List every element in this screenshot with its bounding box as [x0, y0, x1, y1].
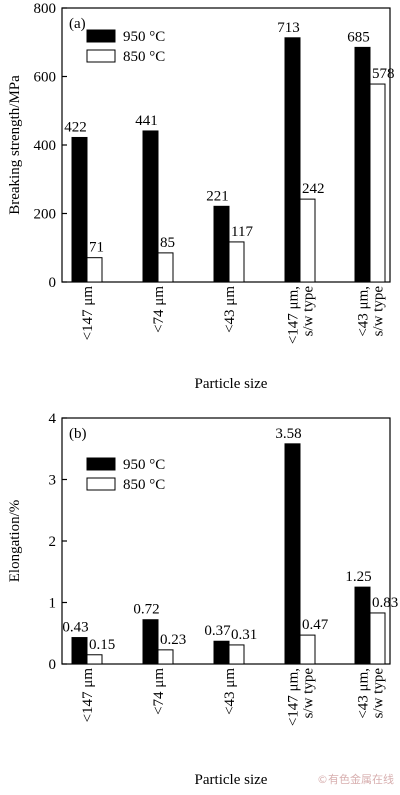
bar-a-series1 — [71, 136, 88, 283]
data-label-a-series2: 71 — [89, 240, 104, 256]
x-tick-label-b: s/w type — [301, 668, 317, 719]
y-axis-label-b: Elongation/% — [7, 500, 23, 583]
x-tick-label-b: <74 μm — [151, 668, 167, 715]
bar-a-series2 — [157, 252, 174, 283]
legend-swatch-b — [86, 477, 116, 491]
y-tick-label-a: 0 — [49, 275, 57, 291]
y-axis-label-a: Breaking strength/MPa — [7, 75, 23, 215]
x-tick-label-b: <147 μm, — [286, 668, 302, 726]
y-tick-label-b: 1 — [49, 596, 57, 612]
y-tick-label-b: 2 — [49, 534, 57, 550]
y-tick-label-b: 3 — [49, 473, 57, 489]
chart-panel-a: 0 200 400 600 800 (a) Breaking strength/MPa Par… — [7, 1, 395, 392]
legend-swatch-a — [86, 29, 116, 43]
bar-a-series1 — [354, 46, 371, 283]
x-axis-label-b: Particle size — [195, 772, 268, 788]
data-label-a-series1: 713 — [277, 20, 300, 36]
data-label-a-series2: 117 — [231, 224, 253, 240]
panel-label-b: (b) — [69, 426, 87, 442]
bar-b-series1 — [213, 640, 230, 665]
bar-b-series2 — [299, 634, 316, 665]
legend-label-b: 850 °C — [123, 477, 165, 493]
data-label-a-series1: 422 — [64, 119, 87, 135]
y-tick-label-a: 200 — [34, 207, 57, 223]
x-tick-label-a: s/w type — [371, 286, 387, 337]
data-label-b-series2: 0.47 — [302, 617, 329, 633]
data-label-a-series2: 578 — [372, 66, 395, 82]
x-tick-label-a: <43 μm — [222, 286, 238, 333]
data-label-b-series1: 0.37 — [204, 623, 231, 639]
bar-a-series1 — [142, 130, 159, 283]
bar-a-series2 — [86, 257, 103, 283]
legend-swatch-a — [86, 49, 116, 63]
legend-label-a: 950 °C — [123, 29, 165, 45]
legend-label-b: 950 °C — [123, 457, 165, 473]
bar-b-series1 — [71, 637, 88, 665]
bar-b-series2 — [86, 654, 103, 665]
y-tick-label-a: 600 — [34, 70, 57, 86]
data-label-a-series1: 685 — [347, 29, 370, 45]
x-tick-label-a: <147 μm — [80, 286, 96, 341]
legend-swatch-b — [86, 457, 116, 471]
data-label-b-series1: 0.72 — [133, 602, 159, 618]
bar-b-series1 — [284, 443, 301, 665]
data-label-b-series2: 0.31 — [231, 627, 257, 643]
chart-panel-b: 0 1 2 3 4 (b) Elongation/% Particle size 0.430.1… — [7, 411, 398, 788]
data-label-a-series1: 221 — [206, 188, 229, 204]
bar-a-series1 — [213, 205, 230, 283]
y-tick-label-a: 800 — [34, 1, 57, 17]
x-tick-label-b: <43 μm — [222, 668, 238, 715]
data-label-b-series2: 0.83 — [372, 595, 398, 611]
bar-b-series1 — [142, 619, 159, 665]
bar-a-series1 — [284, 37, 301, 283]
x-tick-label-b: s/w type — [371, 668, 387, 719]
data-label-a-series2: 85 — [160, 235, 175, 251]
x-tick-label-b: <43 μm, — [356, 668, 372, 719]
data-label-b-series2: 0.23 — [160, 632, 186, 648]
bar-a-series2 — [228, 241, 245, 283]
watermark: ©有色金属在线 — [317, 773, 394, 786]
data-label-a-series1: 441 — [135, 113, 158, 129]
bar-a-series2 — [369, 83, 386, 283]
bar-b-series2 — [369, 612, 386, 665]
data-label-b-series1: 0.43 — [62, 620, 88, 636]
legend-label-a: 850 °C — [123, 49, 165, 65]
x-tick-label-a: <43 μm, — [356, 286, 372, 337]
x-tick-label-a: s/w type — [301, 286, 317, 337]
x-axis-label-a: Particle size — [195, 376, 268, 392]
bar-b-series2 — [228, 644, 245, 665]
x-tick-label-a: <74 μm — [151, 286, 167, 333]
data-label-b-series2: 0.15 — [89, 637, 115, 653]
data-label-b-series1: 1.25 — [345, 569, 371, 585]
bar-b-series2 — [157, 649, 174, 665]
data-label-b-series1: 3.58 — [275, 426, 301, 442]
y-tick-label-b: 0 — [49, 657, 57, 673]
data-label-a-series2: 242 — [302, 181, 325, 197]
bar-b-series1 — [354, 586, 371, 665]
y-tick-label-b: 4 — [49, 411, 57, 427]
x-tick-label-a: <147 μm, — [286, 286, 302, 344]
y-tick-label-a: 400 — [34, 138, 57, 154]
x-tick-label-b: <147 μm — [80, 668, 96, 723]
bar-a-series2 — [299, 198, 316, 283]
panel-label-a: (a) — [69, 16, 86, 32]
